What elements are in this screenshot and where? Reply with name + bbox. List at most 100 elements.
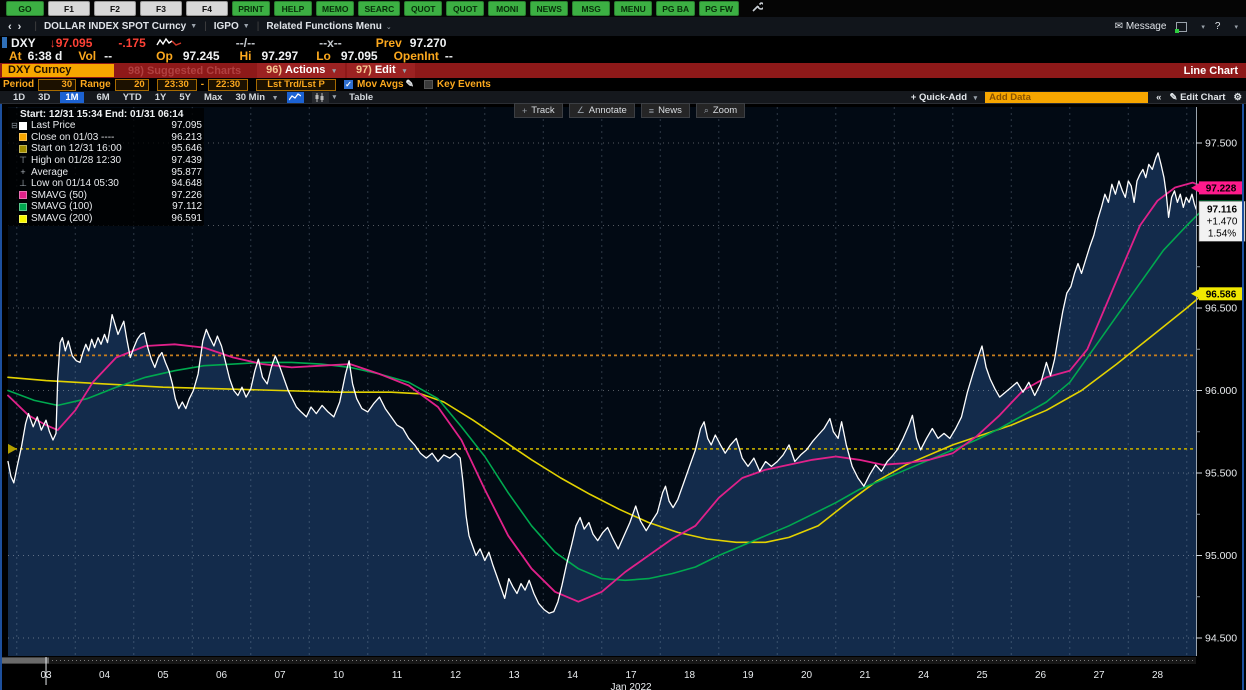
panel-status-icon[interactable]	[1175, 21, 1188, 33]
key-events-label: Key Events	[436, 79, 491, 90]
table-button[interactable]: Table	[349, 91, 374, 103]
chart-region[interactable]: 94.50095.00095.50096.00096.50097.00097.5…	[0, 104, 1246, 690]
quick-add-button[interactable]: + Quick-Add ▾	[910, 91, 978, 103]
legend-value: 94.648	[171, 178, 202, 190]
legend-label: Low on 01/14 05:30	[31, 178, 119, 190]
tab-1m[interactable]: 1M	[60, 91, 84, 103]
time-to-input[interactable]: 22:30	[208, 78, 249, 91]
legend-item[interactable]: SMAVG (200) 96.591	[10, 213, 202, 225]
function-key-f2[interactable]: F2	[94, 1, 136, 16]
h-scrollbar-track[interactable]	[0, 657, 1196, 664]
function-key-menu[interactable]: MENU	[614, 1, 653, 16]
period-input[interactable]: 30	[38, 78, 77, 91]
security-input[interactable]: DXY Curncy	[2, 64, 114, 77]
tool-track-button[interactable]: + Track	[514, 103, 563, 118]
tab-3d[interactable]: 3D	[38, 91, 51, 103]
divider: |	[34, 21, 37, 32]
x-axis-label: 10	[333, 670, 345, 681]
function-key-f3[interactable]: F3	[140, 1, 182, 16]
x-axis-label: 28	[1152, 670, 1164, 681]
function-key-msg[interactable]: MSG	[572, 1, 611, 16]
function-key-pg-fw[interactable]: PG FW	[699, 1, 739, 16]
line-chart-type-button[interactable]	[286, 91, 304, 103]
help-button[interactable]: ?	[1214, 21, 1221, 32]
add-data-input[interactable]: Add Data	[985, 91, 1149, 103]
tab-6m[interactable]: 6M	[96, 91, 110, 103]
window-edge-right	[1242, 104, 1244, 690]
tab-1d[interactable]: 1D	[13, 91, 26, 103]
function-key-help[interactable]: HELP	[274, 1, 312, 16]
vol-label: Vol	[78, 49, 97, 63]
edit-button[interactable]: 97) Edit ▾	[346, 63, 416, 78]
function-key-f1[interactable]: F1	[48, 1, 90, 16]
tab-1y[interactable]: 1Y	[154, 91, 167, 103]
legend-item[interactable]: SMAVG (100) 97.112	[10, 201, 202, 213]
chevron-down-icon[interactable]: ▼	[190, 23, 198, 30]
track-icon: +	[522, 105, 528, 116]
tool-zoom-button[interactable]: ⌕ Zoom	[695, 103, 746, 118]
legend-item[interactable]: + Average 95.877	[10, 166, 202, 178]
interval-select[interactable]: 30 Min ▼	[235, 91, 279, 103]
function-key-quot[interactable]: QUOT	[404, 1, 443, 16]
tool-annotate-button[interactable]: ∠ Annotate	[568, 103, 635, 118]
openint-value: --	[444, 49, 453, 63]
legend-label: Start on 12/31 16:00	[31, 143, 122, 155]
function-key-go[interactable]: GO	[6, 1, 44, 16]
range-input[interactable]: 20	[114, 78, 149, 91]
key-events-checkbox[interactable]	[423, 80, 433, 89]
legend-item[interactable]: ⊤ High on 01/28 12:30 97.439	[10, 155, 202, 167]
tab-ytd[interactable]: YTD	[122, 91, 142, 103]
h-scrollbar-thumb[interactable]	[1, 657, 49, 664]
legend-item[interactable]: Close on 01/03 ---- 96.213	[10, 132, 202, 144]
mov-avgs-checkbox[interactable]: ✓	[344, 80, 354, 89]
function-code[interactable]: IGPO	[213, 21, 239, 32]
tab-5y[interactable]: 5Y	[179, 91, 191, 103]
chart-legend[interactable]: Start: 12/31 15:34 End: 01/31 06:14 ⊟ Las…	[8, 108, 204, 227]
wrench-icon[interactable]	[751, 0, 765, 18]
legend-item[interactable]: ⊟ Last Price 97.095	[10, 120, 202, 132]
x-axis-label: 11	[392, 670, 403, 681]
price-chart[interactable]: 94.50095.00095.50096.00096.50097.00097.5…	[0, 104, 1246, 690]
suggested-charts-button[interactable]: 98) Suggested Charts	[128, 64, 242, 77]
function-key-searc[interactable]: SEARC	[358, 1, 401, 16]
chevron-down-icon[interactable]: ▾	[1234, 23, 1238, 31]
candle-chart-type-button[interactable]	[311, 91, 329, 103]
x-axis-label: 19	[742, 670, 754, 681]
edit-chart-button[interactable]: ✎ Edit Chart	[1169, 91, 1226, 103]
chevron-down-icon[interactable]: ⌄	[385, 23, 392, 31]
collapse-panel-button[interactable]: «	[1156, 91, 1162, 103]
tool-news-button[interactable]: ≡ News	[640, 103, 690, 118]
y-axis-label: 94.500	[1205, 633, 1237, 645]
y-axis-label: 95.000	[1205, 550, 1237, 562]
intraday-sparkline-icon	[156, 37, 182, 46]
forward-icon[interactable]: ›	[17, 20, 22, 33]
series-smavg-200-	[7, 292, 1206, 544]
x-axis-label: 04	[99, 670, 111, 681]
axis-badge-pointer	[1191, 289, 1199, 299]
time-from-input[interactable]: 23:30	[156, 78, 197, 91]
function-key-moni[interactable]: MONI	[488, 1, 527, 16]
start-marker-icon	[8, 443, 17, 454]
gear-icon[interactable]: ⚙	[1233, 91, 1242, 103]
function-key-pg-ba[interactable]: PG BA	[656, 1, 696, 16]
back-icon[interactable]: ‹	[8, 20, 12, 33]
function-key-quot[interactable]: QUOT	[446, 1, 485, 16]
edit-mov-avgs-icon[interactable]: ✎	[405, 79, 414, 90]
message-button[interactable]: ✉ Message	[1114, 21, 1167, 32]
actions-button[interactable]: 96) Actions ▾	[257, 63, 345, 78]
function-key-memo[interactable]: MEMO	[316, 1, 355, 16]
function-key-news[interactable]: NEWS	[530, 1, 569, 16]
legend-item[interactable]: Start on 12/31 16:00 95.646	[10, 143, 202, 155]
price-mode-select[interactable]: Lst Trd/Lst P	[256, 78, 337, 91]
function-key-f4[interactable]: F4	[186, 1, 228, 16]
security-title[interactable]: DOLLAR INDEX SPOT Curncy	[43, 21, 187, 32]
chevron-down-icon[interactable]: ▼	[242, 23, 250, 30]
legend-item[interactable]: ⊥ Low on 01/14 05:30 94.648	[10, 178, 202, 190]
function-key-print[interactable]: PRINT	[232, 1, 270, 16]
chart-style-dropdown[interactable]: ▾	[332, 94, 337, 101]
legend-item[interactable]: SMAVG (50) 97.226	[10, 190, 202, 202]
legend-marker-icon: ⊤	[19, 155, 27, 166]
tab-max[interactable]: Max	[203, 91, 223, 103]
related-functions-menu[interactable]: Related Functions Menu	[266, 21, 382, 32]
chevron-down-icon[interactable]: ▾	[1201, 23, 1205, 31]
